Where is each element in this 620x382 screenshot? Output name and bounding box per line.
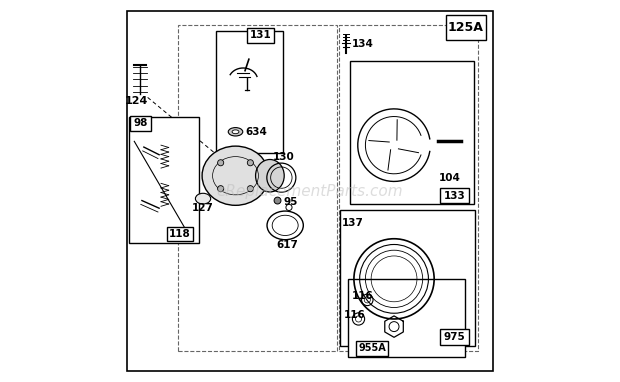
Ellipse shape	[228, 128, 243, 136]
Text: 95: 95	[283, 197, 298, 207]
Text: 124: 124	[125, 96, 148, 106]
Text: 131: 131	[249, 30, 271, 40]
Text: 127: 127	[192, 203, 214, 213]
Ellipse shape	[232, 130, 239, 134]
Text: 134: 134	[352, 39, 374, 49]
Text: 116: 116	[352, 291, 374, 301]
Bar	[178, 25, 337, 351]
Bar	[440, 188, 469, 203]
Bar	[348, 279, 465, 357]
Text: eReplacementParts.com: eReplacementParts.com	[216, 183, 404, 199]
Circle shape	[218, 160, 224, 166]
Ellipse shape	[255, 160, 284, 192]
Text: 617: 617	[276, 240, 298, 250]
Bar	[130, 116, 151, 131]
Circle shape	[274, 197, 281, 204]
Circle shape	[247, 186, 254, 192]
Bar	[356, 341, 388, 356]
Bar	[128, 117, 199, 243]
Text: 955A: 955A	[358, 343, 386, 353]
Bar	[247, 28, 273, 43]
Bar	[167, 227, 193, 241]
Text: 118: 118	[169, 229, 191, 239]
Text: 133: 133	[443, 191, 465, 201]
Ellipse shape	[202, 146, 269, 206]
Circle shape	[218, 186, 224, 192]
Bar	[350, 61, 474, 204]
Text: 634: 634	[245, 127, 267, 137]
Bar	[440, 329, 469, 345]
Bar	[216, 31, 283, 153]
Text: 98: 98	[134, 118, 148, 128]
Bar	[340, 210, 476, 346]
Text: 125A: 125A	[448, 21, 484, 34]
Text: 116: 116	[343, 310, 365, 320]
Text: 130: 130	[272, 152, 294, 162]
Bar	[446, 15, 485, 40]
Text: 975: 975	[443, 332, 465, 342]
Circle shape	[247, 160, 254, 166]
Text: 104: 104	[438, 173, 461, 183]
Bar	[339, 25, 478, 351]
Ellipse shape	[195, 193, 211, 204]
Text: 137: 137	[342, 219, 363, 228]
